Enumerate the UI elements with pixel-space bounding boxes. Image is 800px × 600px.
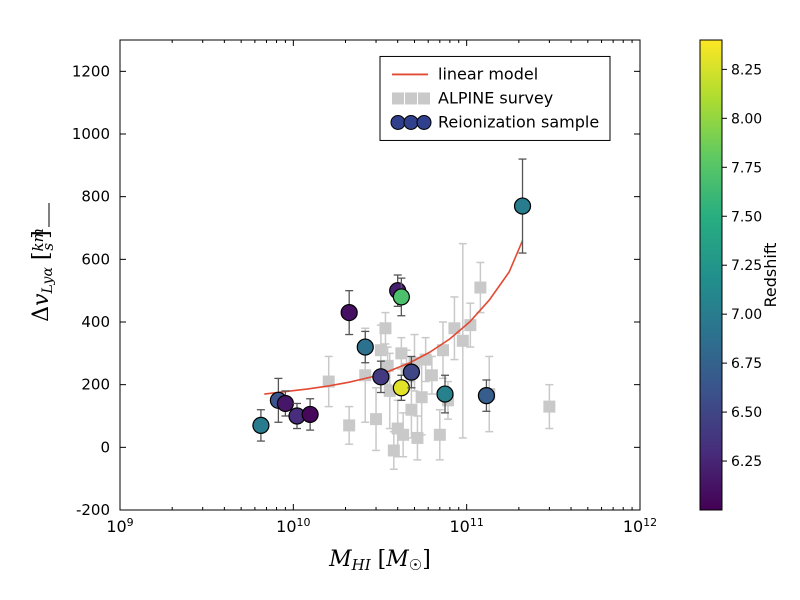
alpine-point (543, 401, 555, 413)
alpine-point (370, 413, 382, 425)
y-tick-label: 800 (81, 188, 110, 206)
legend-label: Reionization sample (438, 112, 599, 131)
alpine-point (457, 335, 469, 347)
legend-label: ALPINE survey (438, 88, 553, 107)
x-axis-label: MHI [M☉] (328, 547, 431, 574)
colorbar-tick-label: 7.00 (731, 307, 762, 323)
chart-container: 109 1010 1011 1012 -200 0 200 400 600 800 1000 1200… (0, 0, 800, 600)
reionization-point (253, 417, 269, 433)
reionization-point (341, 305, 357, 321)
y-tick-label: 1000 (72, 125, 110, 143)
colorbar-tick-label: 7.25 (731, 258, 762, 274)
alpine-point (405, 404, 417, 416)
y-tick-label: 0 (100, 438, 110, 456)
data-layer (253, 159, 555, 469)
alpine-point (397, 429, 409, 441)
alpine-point (448, 322, 460, 334)
y-tick-label: 1200 (72, 62, 110, 80)
alpine-point (375, 344, 387, 356)
colorbar-tick-label: 8.25 (731, 62, 762, 78)
y-tick-label: 400 (81, 313, 110, 331)
alpine-point (343, 419, 355, 431)
colorbar (700, 40, 722, 510)
alpine-point (395, 347, 407, 359)
alpine-point (379, 322, 391, 334)
x-tick-label: 109 (106, 516, 133, 537)
x-tick-label: 1012 (623, 516, 657, 537)
reionization-point (302, 406, 318, 422)
reionization-point (515, 198, 531, 214)
alpine-point (474, 282, 486, 294)
legend: linear model ALPINE survey Reionization sa… (380, 56, 610, 140)
reionization-point (357, 339, 373, 355)
x-tick-label: 1010 (276, 516, 310, 537)
scatter-chart: 109 1010 1011 1012 -200 0 200 400 600 800 1000 1200… (0, 0, 800, 600)
colorbar-tick-label: 8.00 (731, 111, 762, 127)
alpine-point (434, 429, 446, 441)
alpine-point (416, 391, 428, 403)
colorbar-label: Redshift (761, 243, 780, 308)
alpine-point (420, 354, 432, 366)
reionization-point (393, 289, 409, 305)
y-tick-label: 200 (81, 376, 110, 394)
y-tick-label: 600 (81, 250, 110, 268)
colorbar-tick-label: 6.50 (731, 405, 762, 421)
y-axis-label: ΔvLyα [km s] (29, 228, 58, 322)
legend-label: linear model (438, 64, 538, 83)
reionization-point (277, 395, 293, 411)
reionization-point (437, 386, 453, 402)
colorbar-tick-label: 7.50 (731, 209, 762, 225)
alpine-point (426, 369, 438, 381)
y-tick-label: -200 (76, 501, 110, 519)
reionization-point (478, 388, 494, 404)
x-tick-label: 1011 (449, 516, 483, 537)
colorbar-tick-label: 7.75 (731, 160, 762, 176)
colorbar-tick-label: 6.75 (731, 356, 762, 372)
reionization-point (393, 380, 409, 396)
reionization-point (403, 364, 419, 380)
reionization-point (373, 369, 389, 385)
colorbar-tick-label: 6.25 (731, 454, 762, 470)
